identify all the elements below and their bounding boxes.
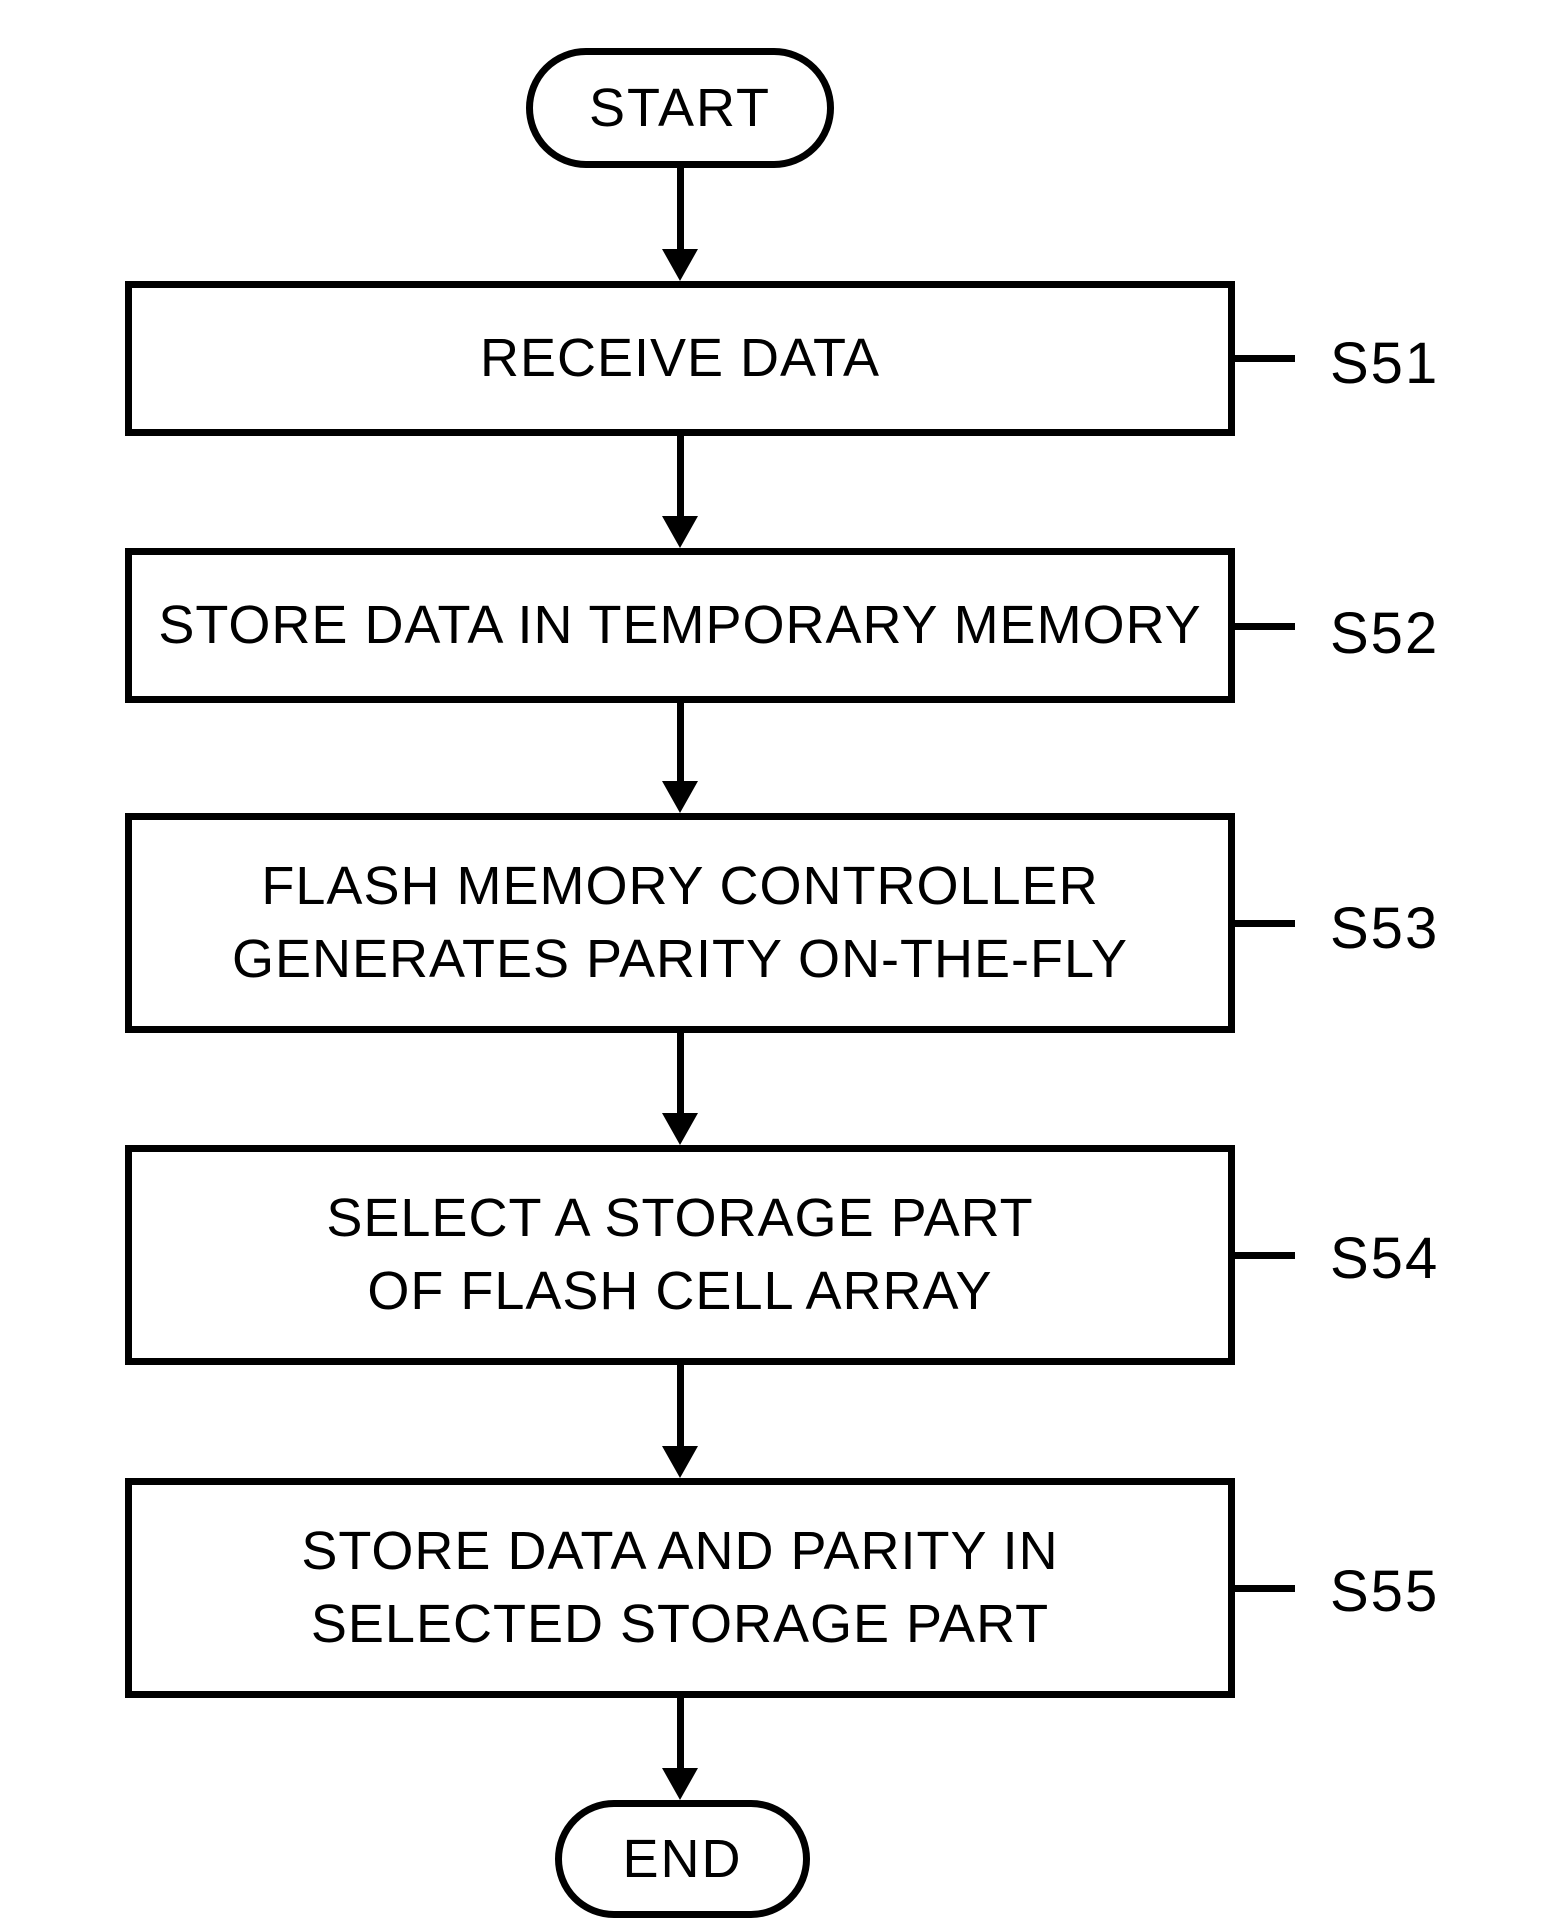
step-label-s52: S52: [1330, 600, 1439, 667]
process-step-s55: STORE DATA AND PARITY INSELECTED STORAGE…: [125, 1478, 1235, 1698]
process-step-s54: SELECT A STORAGE PARTOF FLASH CELL ARRAY: [125, 1145, 1235, 1365]
node-text: END: [622, 1828, 742, 1890]
label-tick: [1235, 920, 1295, 927]
step-label-s51: S51: [1330, 330, 1439, 397]
arrowhead-icon: [662, 1768, 698, 1800]
node-text: STORE DATA AND PARITY INSELECTED STORAGE…: [301, 1515, 1058, 1661]
label-tick: [1235, 1585, 1295, 1592]
arrowhead-icon: [662, 781, 698, 813]
step-label-s53: S53: [1330, 895, 1439, 962]
step-label-s55: S55: [1330, 1558, 1439, 1625]
arrowhead-icon: [662, 1113, 698, 1145]
process-step-s51: RECEIVE DATA: [125, 281, 1235, 436]
connector-line: [677, 1033, 684, 1115]
label-tick: [1235, 1252, 1295, 1259]
arrowhead-icon: [662, 249, 698, 281]
start-terminator: START: [526, 48, 834, 168]
process-step-s53: FLASH MEMORY CONTROLLERGENERATES PARITY …: [125, 813, 1235, 1033]
connector-line: [677, 703, 684, 783]
node-text: STORE DATA IN TEMPORARY MEMORY: [158, 589, 1201, 662]
node-text: FLASH MEMORY CONTROLLERGENERATES PARITY …: [232, 850, 1128, 996]
node-text: SELECT A STORAGE PARTOF FLASH CELL ARRAY: [326, 1182, 1033, 1328]
node-text: RECEIVE DATA: [480, 322, 880, 395]
step-label-s54: S54: [1330, 1225, 1439, 1292]
arrowhead-icon: [662, 1446, 698, 1478]
flowchart-canvas: START RECEIVE DATA S51 STORE DATA IN TEMPOR…: [0, 0, 1561, 1868]
end-terminator: END: [555, 1800, 810, 1918]
connector-line: [677, 1698, 684, 1770]
process-step-s52: STORE DATA IN TEMPORARY MEMORY: [125, 548, 1235, 703]
connector-line: [677, 1365, 684, 1448]
label-tick: [1235, 623, 1295, 630]
label-tick: [1235, 355, 1295, 362]
connector-line: [677, 168, 684, 251]
arrowhead-icon: [662, 516, 698, 548]
connector-line: [677, 436, 684, 518]
node-text: START: [589, 77, 771, 139]
